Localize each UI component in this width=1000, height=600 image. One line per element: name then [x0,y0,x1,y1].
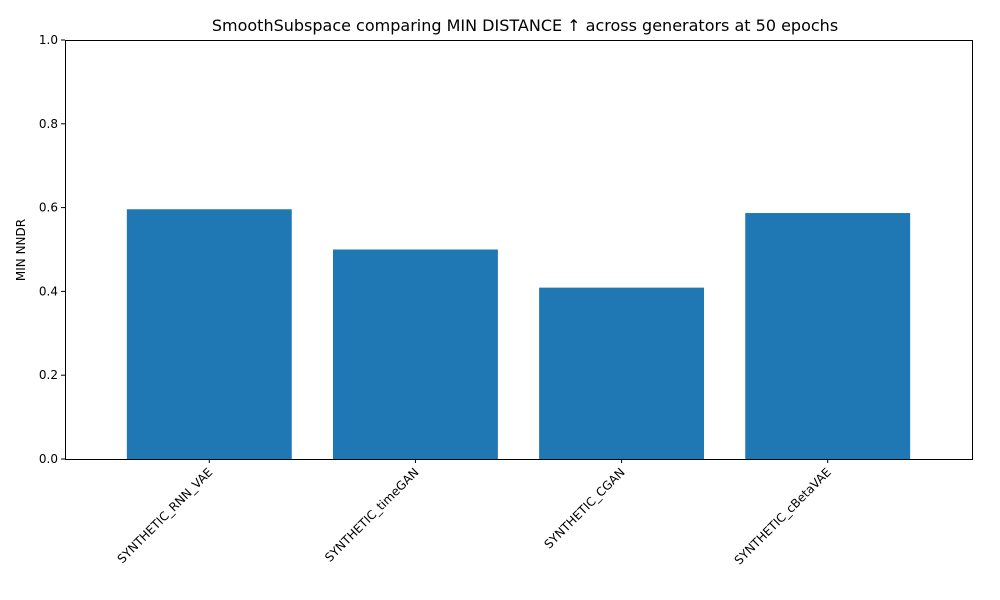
y-axis-label: MIN NNDR [14,219,28,281]
bar-synthetic-timegan [332,249,498,459]
bar-synthetic-rnn-vae [126,209,292,459]
x-tick-label: SYNTHETIC_timeGAN [322,465,421,564]
chart-title: SmoothSubspace comparing MIN DISTANCE ↑ … [212,16,838,35]
y-tick-label: 0.2 [39,368,58,382]
y-tick-label: 1.0 [39,33,58,47]
x-tick-label: SYNTHETIC_RNN_VAE [115,465,216,566]
bar-synthetic-cbetavae [745,213,911,459]
bar-synthetic-cgan [539,287,705,459]
y-tick-label: 0.6 [39,201,58,215]
y-tick-label: 0.8 [39,117,58,131]
x-axis: SYNTHETIC_RNN_VAE SYNTHETIC_timeGAN SYNTHE… [115,459,834,567]
x-tick-label: SYNTHETIC_cBetaVAE [732,465,834,567]
y-tick-label: 0.4 [39,284,58,298]
y-tick-label: 0.0 [39,452,58,466]
x-tick-label: SYNTHETIC_CGAN [541,465,627,551]
bar-group [126,209,911,459]
y-axis: 0.0 0.2 0.4 0.6 0.8 1.0 [39,33,65,466]
plot-frame [65,40,973,460]
